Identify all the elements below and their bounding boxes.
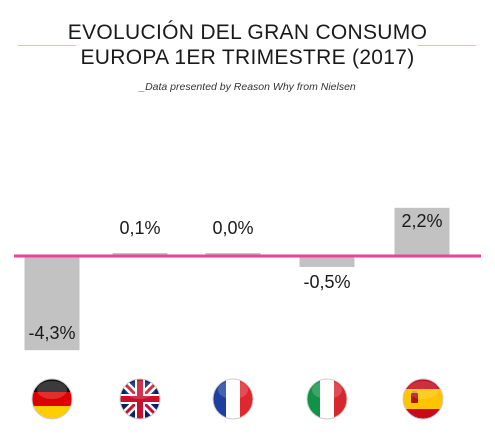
title-rule-left	[18, 45, 76, 46]
data-label-france: 0,0%	[212, 218, 253, 238]
chart-title: EVOLUCIÓN DEL GRAN CONSUMO EUROPA 1ER TR…	[0, 20, 495, 70]
italy-flag-icon	[306, 378, 348, 420]
spain-flag-icon	[402, 378, 444, 420]
data-label-spain: 2,2%	[401, 211, 442, 231]
data-label-italy: -0,5%	[303, 272, 350, 292]
bar-spain	[394, 207, 450, 256]
uk-flag-icon	[119, 378, 161, 420]
title-line-1: EVOLUCIÓN DEL GRAN CONSUMO	[67, 21, 428, 44]
bar-italy	[299, 256, 355, 267]
bar-germany	[24, 256, 80, 351]
data-label-germany: -4,3%	[28, 323, 75, 343]
chart-subtitle: _Data presented by Reason Why from Niels…	[139, 81, 356, 93]
title-rule-right	[418, 45, 476, 46]
data-label-uk: 0,1%	[119, 218, 160, 238]
title-line-2: EUROPA 1ER TRIMESTRE (2017)	[80, 46, 415, 69]
germany-flag-icon	[31, 378, 73, 420]
france-flag-icon	[212, 378, 254, 420]
